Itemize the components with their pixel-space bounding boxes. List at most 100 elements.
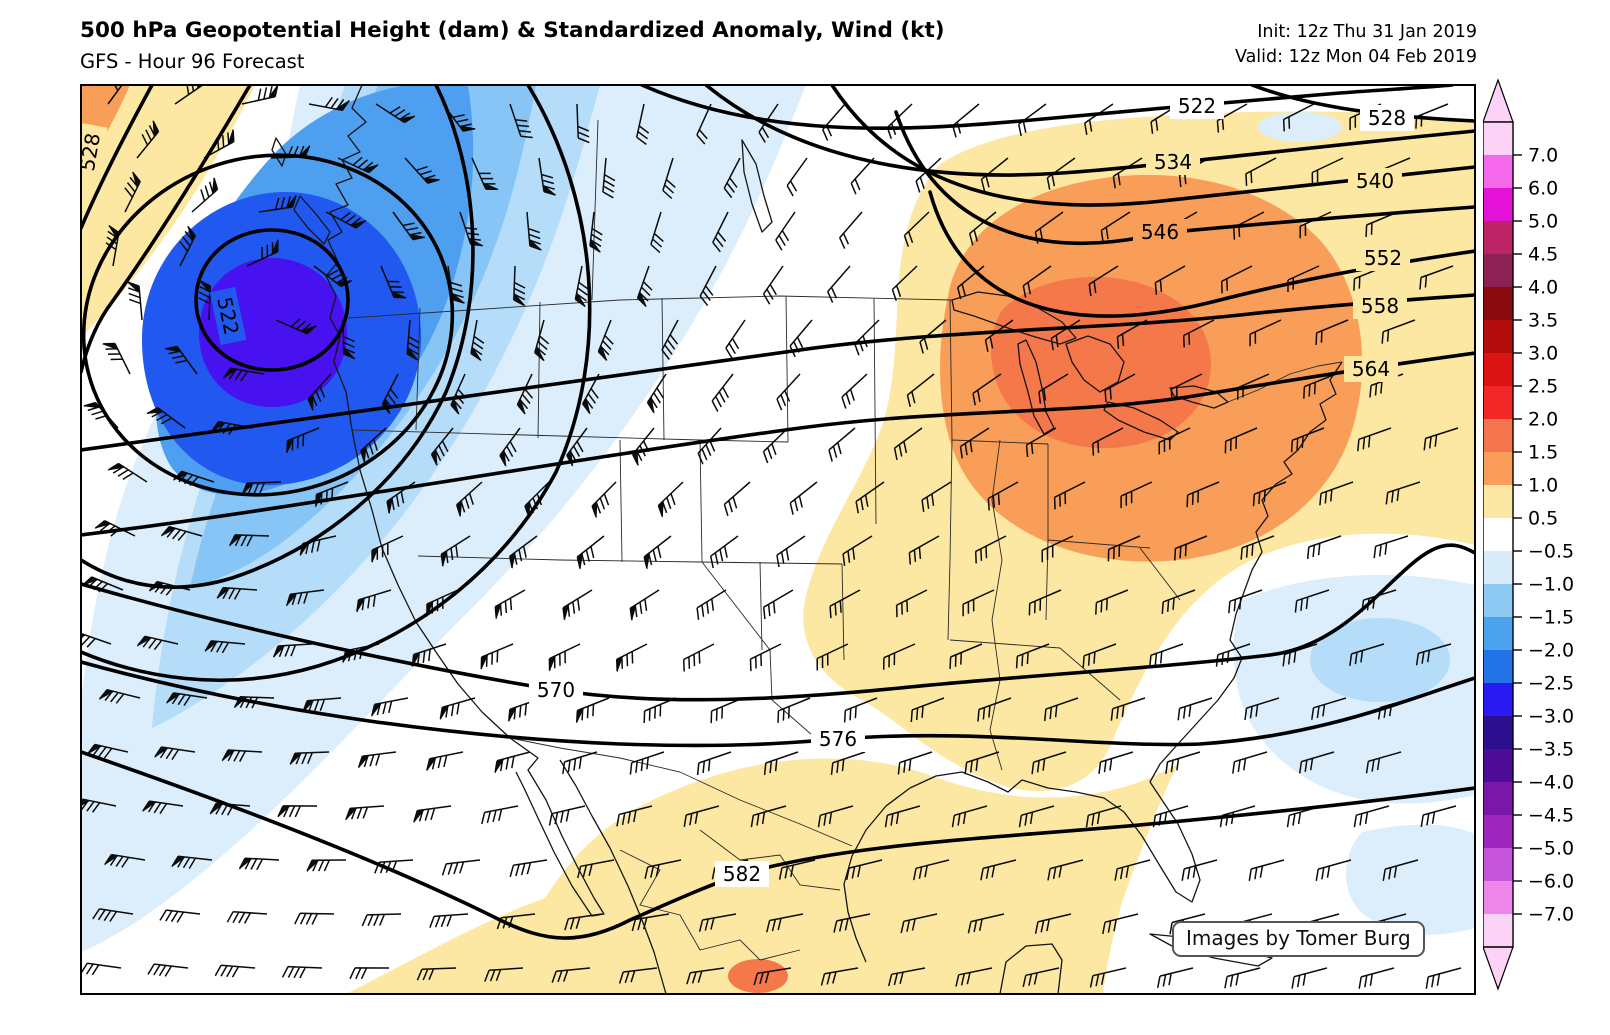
wind-barb [357, 751, 397, 768]
wind-barb-flag [267, 85, 278, 99]
wind-barb [171, 855, 213, 869]
wind-barb [509, 103, 533, 139]
colorbar-band [1483, 683, 1513, 717]
wind-barb [1043, 697, 1079, 722]
colorbar-band [1483, 716, 1513, 750]
wind-barb [749, 643, 782, 672]
wind-barb [884, 805, 921, 828]
label-mask [715, 861, 769, 887]
wind-barb-flag [273, 645, 286, 659]
wind-barb [582, 373, 600, 414]
wind-barb [439, 697, 476, 720]
wind-barb [221, 749, 263, 762]
colorbar-tick-label: −2.5 [1528, 673, 1574, 695]
colorbar-band [1483, 254, 1513, 288]
wind-barb-flag [441, 550, 448, 568]
wind-barb [845, 859, 883, 881]
colorbar-tick-label: 2.5 [1528, 376, 1558, 398]
colorbar-band [1483, 617, 1513, 651]
wind-barb [967, 913, 1005, 934]
wind-barb [1158, 427, 1191, 455]
wind-barb-flag [362, 164, 379, 173]
wind-barb-flag [285, 194, 297, 209]
colorbar-tick-label: −3.5 [1528, 739, 1574, 761]
wind-barb [1286, 805, 1323, 828]
wind-barb [214, 964, 256, 978]
label-mask [1133, 219, 1187, 245]
wind-barb-flag [517, 397, 526, 415]
height-contour-534 [704, 85, 1475, 177]
wind-barb [635, 103, 650, 145]
wind-barb [789, 481, 818, 515]
colorbar-tick-label: 5.0 [1528, 211, 1558, 233]
wind-barb [683, 805, 720, 828]
wind-barb [763, 751, 799, 775]
wind-barb-flag [198, 280, 211, 294]
wind-barb-flag [494, 758, 505, 774]
wind-barb [980, 859, 1017, 881]
haida-gwaii [271, 137, 287, 167]
wind-barb [1415, 643, 1452, 666]
wind-barb [562, 589, 593, 620]
wind-barb-flag [590, 238, 602, 253]
wind-barb [513, 265, 526, 307]
wind-barb [650, 211, 664, 254]
wind-barb-flag [575, 292, 586, 307]
colorbar-frame [1483, 121, 1514, 948]
wind-barb [459, 211, 483, 247]
colorbar-band [1483, 155, 1513, 189]
anomaly-fill-neg-se-lower [1345, 824, 1475, 935]
colorbar-tick-label: −1.0 [1528, 574, 1574, 596]
wind-barb [1252, 481, 1287, 507]
wind-barb [380, 265, 407, 299]
wind-barb [698, 913, 737, 932]
wind-barb-flag [360, 445, 367, 464]
wind-barb-flag [239, 858, 253, 870]
wind-barb [1315, 859, 1352, 882]
wind-barb [1041, 535, 1074, 563]
state-borders [347, 119, 1343, 847]
wind-barb-flag [549, 655, 557, 672]
contour-label-582: 582 [723, 862, 761, 886]
wind-barb-flag [481, 654, 489, 671]
wind-barb [81, 632, 112, 648]
wind-barb-flag [335, 99, 350, 111]
page-subtitle: GFS - Hour 96 Forecast [80, 50, 305, 73]
wind-barb [349, 967, 390, 980]
label-mask [1348, 168, 1402, 194]
height-contour-558 [81, 293, 1475, 452]
wind-barb [538, 157, 556, 196]
wind-barb-flag [142, 801, 157, 812]
wind-barb [1381, 319, 1416, 344]
wind-barb [1228, 589, 1263, 614]
label-mask [1353, 293, 1407, 319]
wind-barb [723, 481, 751, 517]
wind-barb-flag [122, 65, 128, 82]
wind-barb [1291, 967, 1328, 989]
colorbar-tick-label: 7.0 [1528, 145, 1558, 167]
wind-barb [1423, 427, 1459, 451]
contour-label-564: 564 [1352, 357, 1390, 381]
wind-barb [1154, 265, 1186, 295]
wind-barb [1315, 319, 1349, 345]
wind-barb [828, 427, 856, 462]
wind-barb-flag [229, 534, 243, 547]
colorbar-band [1483, 914, 1513, 948]
wind-barb [682, 643, 715, 672]
wind-barb [154, 746, 196, 761]
colorbar-band [1483, 188, 1513, 222]
wind-barb [854, 319, 880, 356]
wind-barb [1165, 751, 1201, 774]
wind-barb [1224, 967, 1261, 989]
wind-barb [416, 967, 457, 981]
wind-barb [203, 129, 235, 159]
wind-barb [1092, 427, 1124, 456]
height-contour-west-ring-2 [81, 85, 592, 683]
colorbar-tick-label: −4.5 [1528, 805, 1574, 827]
yucatan [999, 943, 1063, 994]
wind-barb-flag [500, 449, 507, 467]
wind-barb [1349, 643, 1385, 666]
wind-barb [356, 589, 392, 612]
wind-barb [829, 589, 861, 619]
wind-barb-flag [81, 633, 86, 638]
